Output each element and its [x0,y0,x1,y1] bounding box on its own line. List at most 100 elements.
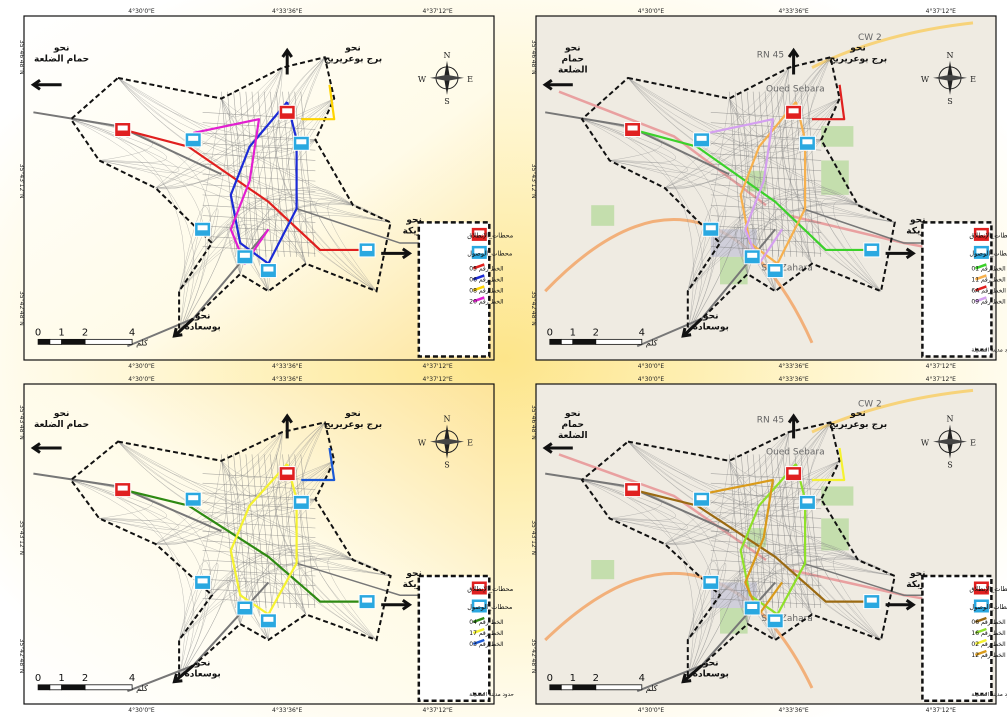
svg-text:S: S [444,97,449,106]
legend-departure-icon [972,580,990,596]
departure-station-icon [624,482,642,498]
legend-line-swatch [472,627,485,635]
scale-tick-label: 0 [547,327,553,338]
left-tick-label: 35°42'48"N [18,639,25,674]
top-tick-label: 4°33'36"E [272,376,302,383]
map-legend: محطات_الإنطلاق محطات_الوصول الخط رقم 06 الخ… [921,574,1007,703]
svg-text:E: E [467,75,473,84]
svg-text:E: E [970,75,976,84]
direction-arrow-e [381,599,413,611]
arrival-station-icon [863,242,881,258]
scale-unit-label: كلم [136,684,148,693]
svg-text:E: E [467,439,473,448]
svg-text:نحو: نحو [909,569,926,579]
legend-boundary-label: حدود مدينة المسيلة [469,692,514,698]
top-tick-label: 4°37'12"E [422,376,452,383]
arrival-station-icon [702,221,720,237]
left-tick-label: 35°43'48"N [18,405,25,440]
svg-text:بريكة: بريكة [403,580,426,590]
svg-text:S: S [444,461,449,470]
departure-station-icon [785,466,803,482]
direction-arrow-n [787,47,800,75]
bottom-tick-label: 4°30'0"E [128,707,155,714]
bus-route-line [708,478,783,616]
scale-tick-label: 1 [570,327,576,338]
direction-arrow-nw [30,442,62,454]
bottom-tick-label: 4°33'36"E [272,363,302,370]
direction-arrow-sw [681,317,703,338]
svg-text:بوسعادة: بوسعادة [184,323,220,333]
scale-tick-label: 0 [35,673,41,684]
bus-route-line [632,488,872,603]
svg-text:نحو: نحو [405,215,422,225]
direction-arrow-n [787,413,800,439]
legend-line-label: الخط رقم 20 [469,298,504,305]
scale-unit-label: كلم [646,338,658,347]
svg-text:برج بوعريريج: برج بوعريريج [324,54,382,64]
top-tick-label: 4°33'36"E [272,8,302,15]
top-tick-label: 4°30'0"E [128,376,155,383]
direction-arrow-sw [681,664,703,684]
legend-line-label: الخط رقم 09 [971,298,1006,305]
arrival-station-icon [184,132,202,148]
arrival-station-icon [743,600,761,616]
legend-line-swatch [472,285,485,292]
svg-text:N: N [444,415,451,424]
legend-line-swatch [974,263,987,270]
bottom-tick-label: 4°37'12"E [926,363,956,370]
scale-tick-label: 2 [593,327,599,338]
arrival-station-icon [798,135,816,151]
scale-unit-label: كلم [646,684,658,693]
bottom-tick-label: 4°37'12"E [422,707,452,714]
top-tick-label: 4°37'12"E [926,8,956,15]
legend-line-swatch [472,638,485,646]
svg-text:S: S [947,461,952,470]
svg-text:نحو: نحو [702,312,719,322]
top-tick-label: 4°30'0"E [638,376,665,383]
svg-text:بريكة: بريكة [403,226,426,236]
north-arrow-compass-icon: N S W E [418,51,473,106]
arrival-station-icon [766,263,784,279]
svg-text:حمام الضلعة: حمام الضلعة [34,420,89,430]
legend-line-label: الخط رقم 05 [469,265,504,272]
legend-line-label: الخط رقم 6A [971,287,1006,294]
arrival-station-icon [743,249,761,265]
left-tick-label: 35°43'12"N [530,164,537,199]
place-label: RN 45 [757,415,784,425]
scale-tick-label: 2 [82,673,88,684]
map-legend: محطات_الإنطلاق محطات_الوصول الخط رقم 01 الخ… [921,221,1007,358]
svg-text:نحو: نحو [849,409,866,419]
svg-text:N: N [947,415,954,424]
scale-tick-label: 4 [129,673,135,684]
legend-line-label: الخط رقم 02 [971,641,1006,648]
svg-text:نحو: نحو [405,569,422,579]
legend-line-swatch [974,285,987,292]
legend-line-label: الخط رقم 06 [469,276,504,283]
legend-line-swatch [974,649,987,657]
place-label: Oued Sebara [766,447,825,457]
place-label: Sidi Zahara [761,264,812,274]
direction-arrow-nw [30,79,62,91]
departure-station-icon [114,482,132,498]
left-tick-label: 35°42'48"N [530,291,537,326]
scale-unit-label: كلم [136,338,148,347]
top-tick-label: 4°37'12"E [926,376,956,383]
svg-text:بريكة: بريكة [906,580,929,590]
top-tick-label: 4°30'0"E [638,8,665,15]
street-network [545,422,978,693]
legend-line-swatch [472,296,485,303]
svg-text:نحو: نحو [564,409,581,419]
legend-line-label: الخط رقم 01 [971,265,1006,272]
arrival-station-icon [702,574,720,590]
svg-text:برج بوعريريج: برج بوعريريج [324,420,382,430]
direction-arrow-n [281,47,293,75]
